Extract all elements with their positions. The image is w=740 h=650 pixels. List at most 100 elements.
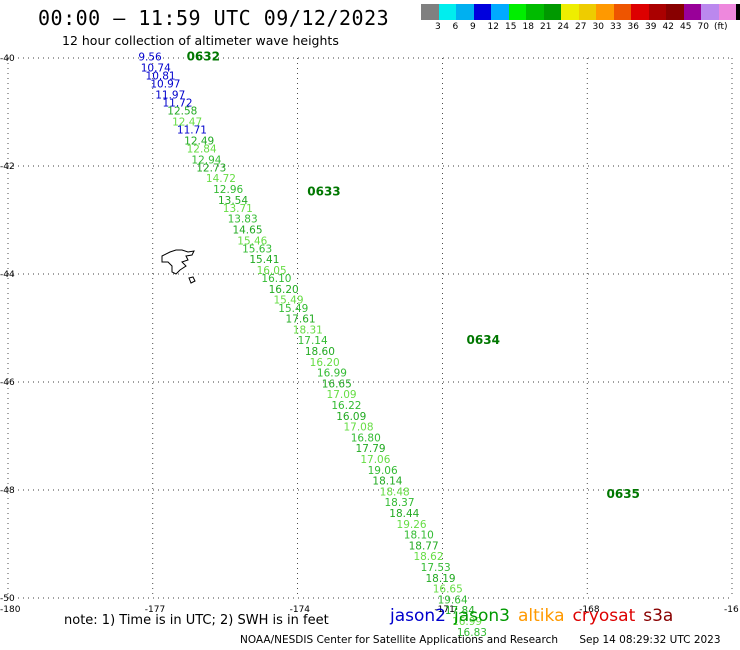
swh-value: 14.65 — [232, 225, 262, 237]
page-title: 00:00 – 11:59 UTC 09/12/2023 — [38, 6, 390, 30]
legend-swatch — [578, 4, 596, 20]
lon-tick-label: -16 — [724, 605, 739, 615]
legend-label: 36 — [627, 22, 639, 32]
swh-value: 16.65 — [322, 378, 352, 390]
satellite-legend-item: cryosat — [572, 606, 636, 626]
satellite-legend-item: jason3 — [454, 606, 510, 626]
swh-value: 16.10 — [261, 273, 291, 285]
swh-value: 18.48 — [380, 486, 410, 498]
lat-lon-grid — [7, 57, 733, 599]
swh-value: 15.41 — [249, 254, 279, 266]
legend-swatch — [473, 4, 491, 20]
swh-value: 16.20 — [269, 284, 299, 296]
legend-label: 70 — [697, 22, 709, 32]
swh-value: 16.20 — [310, 357, 340, 369]
legend-swatch — [648, 4, 666, 20]
swh-value: 19.06 — [368, 465, 398, 477]
footer: NOAA/NESDIS Center for Satellite Applica… — [240, 634, 739, 646]
swh-value: 11.71 — [177, 125, 207, 137]
swh-value: 17.08 — [343, 422, 373, 434]
legend-label: 15 — [505, 22, 517, 32]
legend-swatch — [526, 4, 544, 20]
swh-value: 13.54 — [218, 195, 248, 207]
satellite-legend-item: s3a — [643, 606, 674, 626]
legend-swatch — [736, 4, 740, 20]
legend-swatch — [631, 4, 649, 20]
axis-tick-labels: -40 -42 -44 -46 -48 -50-180 -177 -174 -171 -168 -1… — [0, 54, 739, 615]
legend-swatch — [596, 4, 614, 20]
legend-label: 3 — [435, 22, 441, 32]
swh-value: 19.26 — [397, 519, 427, 531]
legend-swatch — [508, 4, 526, 20]
lat-tick-label: -42 — [0, 162, 15, 172]
swh-value: 17.79 — [356, 443, 386, 455]
swh-value: 12.47 — [172, 117, 202, 129]
legend-swatch — [613, 4, 631, 20]
swh-value: 19.64 — [438, 594, 468, 606]
swh-value: 9.56 — [138, 52, 162, 64]
legend-label: 30 — [592, 22, 604, 32]
swh-value: 11.97 — [155, 90, 185, 102]
pass-label: 0632 — [187, 50, 220, 64]
color-legend-labels: 3 6 9 12 15 18 21 24 27 30 33 36 39 42 45 70 (ft) — [421, 20, 740, 34]
swh-value: 16.05 — [257, 265, 287, 277]
legend-swatch — [491, 4, 509, 20]
footer-timestamp: Sep 14 08:29:32 UTC 2023 — [579, 634, 721, 646]
swh-value: 10.81 — [146, 71, 176, 83]
lat-tick-label: -48 — [0, 486, 15, 496]
pass-labels: 0632 0633 0634 0635 — [187, 50, 640, 501]
lat-tick-label: -44 — [0, 270, 15, 280]
legend-swatch — [683, 4, 701, 20]
legend-label: 42 — [662, 22, 674, 32]
satellite-legend: jason2 jason3 altika cryosat s3a — [390, 606, 681, 626]
page-subtitle: 12 hour collection of altimeter wave hei… — [62, 33, 339, 48]
swh-value: 15.63 — [242, 243, 272, 255]
legend-label: 33 — [610, 22, 622, 32]
legend-swatch — [666, 4, 684, 20]
legend-label: 24 — [557, 22, 569, 32]
color-legend: 3 6 9 12 15 18 21 24 27 30 33 36 39 42 45 70 (ft) — [421, 4, 740, 34]
swh-value: 18.10 — [404, 530, 434, 542]
pass-label: 0634 — [467, 333, 500, 347]
lat-tick-label: -46 — [0, 378, 15, 388]
chatham-islands-coastline — [161, 249, 196, 284]
color-legend-bar — [421, 4, 740, 20]
swh-value: 18.60 — [305, 346, 335, 358]
legend-label: 6 — [452, 22, 459, 32]
footnote: note: 1) Time is in UTC; 2) SWH is in fe… — [64, 613, 329, 628]
swh-readings: 9.5610.7410.8110.9711.9711.7212.5812.471… — [138, 52, 487, 639]
legend-swatch — [543, 4, 561, 20]
satellite-legend-item: altika — [518, 606, 565, 626]
lon-tick-label: -168 — [579, 605, 600, 615]
swh-value: 15.49 — [278, 303, 308, 315]
swh-value: 12.84 — [187, 144, 217, 156]
swh-value: 12.94 — [191, 154, 221, 166]
satellite-legend-item: jason2 — [390, 606, 446, 626]
swh-value: 16.83 — [457, 627, 487, 639]
legend-label: 18 — [522, 22, 534, 32]
legend-label: 12 — [487, 22, 499, 32]
lat-tick-label: -50 — [0, 594, 15, 604]
swh-value: 12.96 — [213, 184, 243, 196]
lat-tick-label: -40 — [0, 54, 15, 64]
legend-label: 21 — [540, 22, 552, 32]
legend-swatch — [561, 4, 579, 20]
swh-value: 17.53 — [421, 562, 451, 574]
swh-value: 10.74 — [141, 63, 171, 75]
legend-label: 39 — [645, 22, 657, 32]
swh-value: 17.14 — [298, 335, 328, 347]
lon-tick-label: -174 — [290, 605, 311, 615]
swh-value: 16.22 — [331, 400, 361, 412]
pass-label: 0633 — [307, 185, 340, 199]
footer-credit: NOAA/NESDIS Center for Satellite Applica… — [240, 634, 558, 646]
swh-value: 17.61 — [286, 314, 316, 326]
legend-swatch — [701, 4, 719, 20]
legend-label: (ft) — [714, 22, 728, 32]
legend-swatch — [438, 4, 456, 20]
swh-value: 13.83 — [228, 214, 258, 226]
legend-swatch — [456, 4, 474, 20]
swh-value: 16.09 — [336, 411, 366, 423]
swh-value: 16.80 — [351, 432, 381, 444]
pitt-island-outline — [188, 276, 196, 284]
